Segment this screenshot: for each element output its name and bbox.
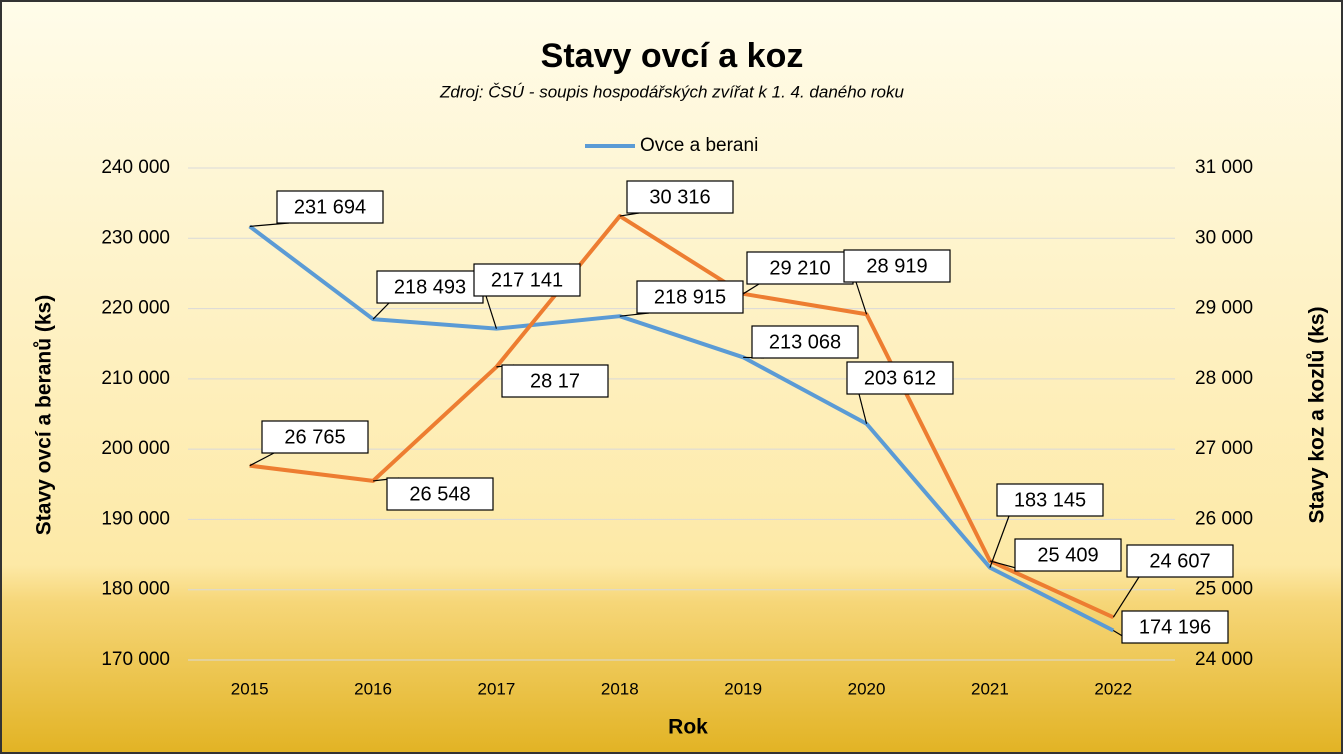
y2-tick-label: 25 000	[1195, 579, 1253, 600]
y-tick-label: 170 000	[101, 649, 170, 670]
data-label: 26 765	[284, 426, 345, 448]
data-label: 217 141	[491, 269, 563, 291]
y-axis-title: Stavy ovcí a beranů (ks)	[33, 295, 56, 535]
data-label: 203 612	[864, 367, 936, 389]
data-label-box	[473, 263, 581, 297]
data-label-box	[501, 364, 609, 398]
y2-tick-label: 27 000	[1195, 438, 1253, 459]
data-label: 29 210	[769, 257, 830, 279]
x-tick-label: 2021	[971, 679, 1009, 698]
y2-tick-label: 28 000	[1195, 368, 1253, 389]
series-line	[248, 224, 1115, 633]
chart-subtitle: Zdroj: ČSÚ - soupis hospodářských zvířat…	[439, 82, 904, 101]
callout-pointer	[858, 393, 868, 424]
y2-tick-label: 26 000	[1195, 508, 1253, 529]
data-label: 183 145	[1014, 489, 1086, 511]
data-label-box	[751, 325, 859, 359]
x-axis-title: Rok	[668, 716, 708, 739]
y-tick-label: 190 000	[101, 508, 170, 529]
y2-tick-label: 31 000	[1195, 157, 1253, 178]
data-label: 231 694	[294, 196, 366, 218]
legend-label: Ovce a berani	[640, 135, 758, 156]
data-label: 24 607	[1149, 550, 1210, 572]
data-label: 213 068	[769, 331, 841, 353]
callout-pointer	[855, 281, 868, 315]
y2-tick-label: 29 000	[1195, 298, 1253, 319]
data-label-box	[846, 361, 954, 395]
data-label: 218 493	[394, 276, 466, 298]
x-tick-label: 2018	[601, 679, 639, 698]
y-tick-label: 220 000	[101, 298, 170, 319]
data-label-box	[746, 251, 854, 285]
y-tick-label: 200 000	[101, 438, 170, 459]
x-tick-label: 2020	[848, 679, 886, 698]
data-label-box	[1126, 544, 1234, 578]
data-label: 28 17	[530, 370, 580, 392]
callout-pointer	[989, 515, 1010, 568]
x-tick-label: 2019	[724, 679, 762, 698]
data-label: 28 919	[866, 255, 927, 277]
y2-tick-label: 30 000	[1195, 227, 1253, 248]
callout-pointer	[249, 452, 275, 467]
series-line	[249, 214, 1115, 620]
y-tick-label: 230 000	[101, 227, 170, 248]
data-label-box	[376, 270, 484, 304]
data-label: 174 196	[1139, 616, 1211, 638]
data-label: 25 409	[1037, 544, 1098, 566]
data-label: 26 548	[409, 483, 470, 505]
callout-pointer	[1112, 576, 1140, 618]
data-label-box	[636, 280, 744, 314]
data-label-box	[1121, 610, 1229, 644]
callout-pointer	[742, 283, 760, 295]
data-label-box	[276, 190, 384, 224]
x-tick-label: 2015	[231, 679, 269, 698]
callout-pointer	[372, 302, 390, 320]
data-label: 30 316	[649, 186, 710, 208]
data-label-box	[386, 477, 494, 511]
callout-pointer	[485, 295, 498, 329]
data-label-box	[1014, 538, 1122, 572]
x-tick-label: 2022	[1094, 679, 1132, 698]
data-label: 218 915	[654, 286, 726, 308]
y-tick-label: 210 000	[101, 368, 170, 389]
x-tick-label: 2017	[478, 679, 516, 698]
data-label-box	[843, 249, 951, 283]
data-label-box	[996, 483, 1104, 517]
y-tick-label: 180 000	[101, 579, 170, 600]
data-label-box	[626, 180, 734, 214]
chart-title: Stavy ovcí a koz	[541, 37, 804, 75]
y2-axis-title: Stavy koz a kozlů (ks)	[1306, 306, 1329, 523]
data-label-box	[261, 420, 369, 454]
y-tick-label: 240 000	[101, 157, 170, 178]
y2-tick-label: 24 000	[1195, 649, 1253, 670]
x-tick-label: 2016	[354, 679, 392, 698]
